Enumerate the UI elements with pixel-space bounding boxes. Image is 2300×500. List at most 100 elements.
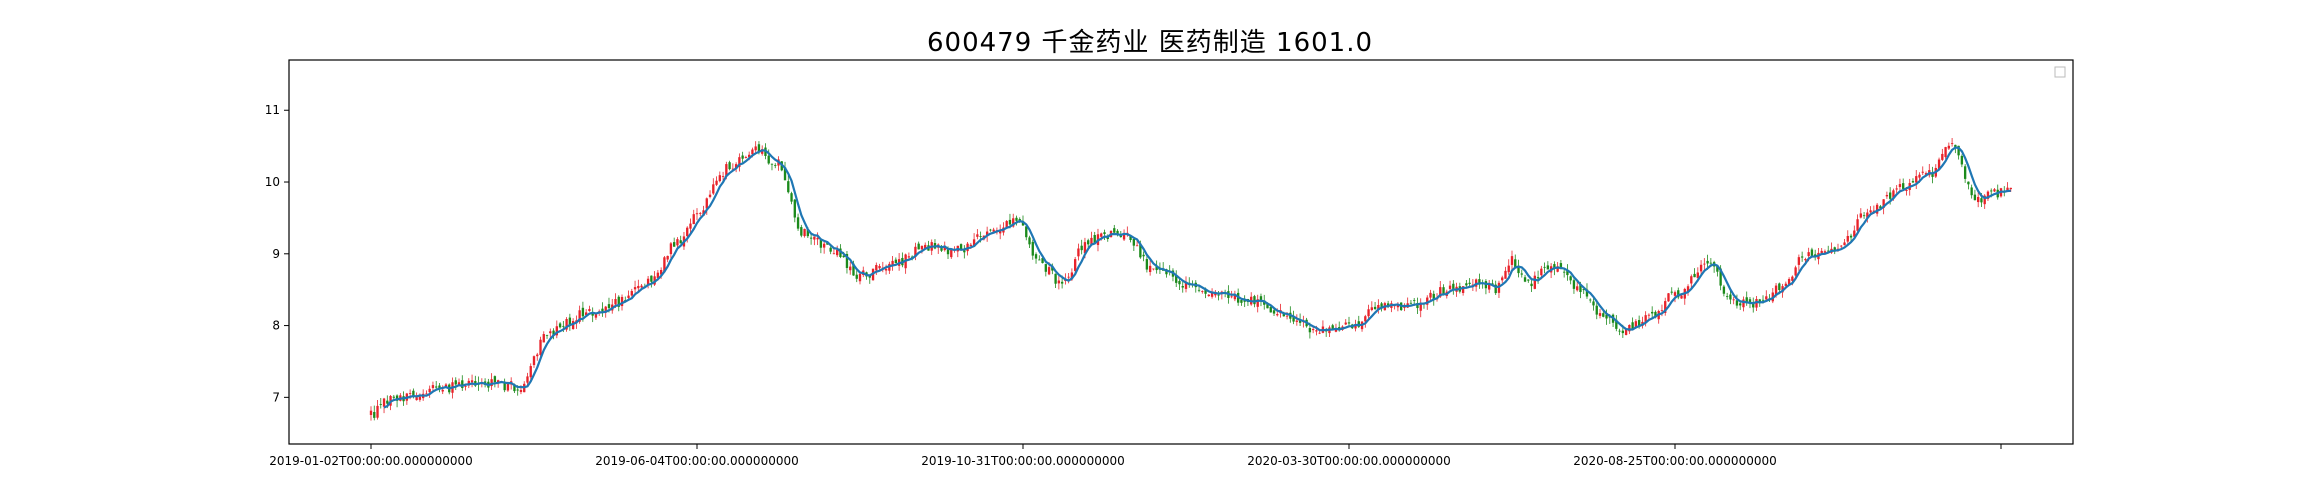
candle-body <box>816 237 819 240</box>
candle-body <box>637 285 640 289</box>
candle-body <box>591 312 594 316</box>
candle-body <box>457 382 461 385</box>
candle-body <box>1628 324 1631 332</box>
candle-body <box>1654 311 1657 318</box>
candle-body <box>767 155 770 164</box>
candle-body <box>959 244 963 251</box>
candle-body <box>1080 245 1083 251</box>
candle-body <box>578 310 581 322</box>
candle-body <box>1585 289 1589 297</box>
candle-body <box>705 198 708 209</box>
candle-body <box>1113 228 1116 233</box>
candle-body <box>1853 230 1856 237</box>
candle-body <box>1041 258 1044 264</box>
candle-body <box>1960 155 1964 165</box>
candle-body <box>1272 310 1276 314</box>
candle-body <box>1781 286 1784 293</box>
candle-body <box>1122 233 1126 240</box>
candle-body <box>542 334 545 343</box>
candle-body <box>555 326 558 336</box>
candle-body <box>1598 313 1602 316</box>
candle-body <box>1905 189 1908 191</box>
candle-body <box>1044 264 1047 272</box>
candle-body <box>1840 245 1843 247</box>
candle-body <box>513 384 516 392</box>
candle-body <box>1060 281 1064 284</box>
candle-body <box>1536 277 1540 279</box>
candle-body <box>1282 312 1285 317</box>
candle-body <box>584 312 588 316</box>
candle-body <box>594 314 598 318</box>
candle-body <box>910 256 914 258</box>
candle-body <box>1468 282 1471 284</box>
candle-body <box>581 307 585 317</box>
candle-body <box>738 157 741 167</box>
candle-body <box>731 168 735 170</box>
candle-body <box>1748 299 1752 303</box>
candle-body <box>1566 270 1569 276</box>
candle-body <box>1915 176 1918 183</box>
candle-body <box>1504 270 1507 279</box>
x-axis: 2019-01-02T00:00:00.000000000 2019-06-04T… <box>269 444 2002 468</box>
candle-body <box>1334 328 1338 332</box>
candle-body <box>1820 250 1823 254</box>
candle-body <box>1918 174 1921 178</box>
candle-body <box>1706 260 1709 264</box>
candle-body <box>1872 210 1876 212</box>
candle-body <box>1647 314 1651 316</box>
candle-body <box>1589 299 1592 301</box>
candle-body <box>1739 303 1742 306</box>
candle-body <box>751 149 754 155</box>
candle-body <box>1054 273 1057 284</box>
candle-body <box>529 366 532 378</box>
candle-body <box>695 213 699 215</box>
candle-body <box>1729 294 1732 300</box>
x-tick-label-4: 2020-08-25T00:00:00.000000000 <box>1573 454 1777 468</box>
candle-body <box>1735 300 1739 306</box>
candle-body <box>692 214 695 225</box>
candle-body <box>1367 309 1370 317</box>
candle-body <box>441 389 444 392</box>
candle-body <box>972 239 976 247</box>
candle-body <box>868 275 871 278</box>
candle-body <box>849 266 852 271</box>
candle-body <box>1957 145 1960 156</box>
candle-body <box>2009 187 2012 190</box>
candle-body <box>1530 283 1533 287</box>
candle-body <box>1403 306 1406 308</box>
candle-body <box>1103 232 1106 235</box>
candle-body <box>1181 286 1184 288</box>
candle-body <box>744 157 748 159</box>
candle-body <box>1031 241 1034 256</box>
candle-body <box>1673 292 1677 296</box>
candle-body <box>1709 262 1713 264</box>
moving-average-line <box>383 146 2011 409</box>
candle-body <box>373 412 376 418</box>
candle-body <box>496 380 500 383</box>
candle-body <box>1794 267 1797 276</box>
candle-body <box>1517 265 1520 274</box>
candle-body <box>1178 280 1181 285</box>
candle-body <box>1008 219 1012 225</box>
candle-body <box>617 296 620 307</box>
candle-body <box>1285 315 1289 317</box>
candle-body <box>1931 172 1934 177</box>
y-axis: 7 8 9 10 11 <box>265 103 289 404</box>
candle-body <box>1413 300 1416 301</box>
candle-body <box>1859 213 1862 218</box>
candle-body <box>1582 289 1585 291</box>
candle-body <box>1944 147 1947 158</box>
candle-body <box>565 319 568 330</box>
candle-body <box>1569 276 1572 281</box>
candle-body <box>1021 221 1025 226</box>
candle-body <box>924 244 927 249</box>
candle-body <box>1527 279 1530 281</box>
candle-body <box>516 389 519 391</box>
candle-body <box>1253 296 1256 305</box>
candle-body <box>943 246 946 251</box>
candle-body <box>1634 321 1638 328</box>
candle-body <box>676 239 679 246</box>
candle-body <box>1494 284 1497 294</box>
candle-body <box>1765 296 1768 300</box>
candle-body <box>1973 194 1977 201</box>
